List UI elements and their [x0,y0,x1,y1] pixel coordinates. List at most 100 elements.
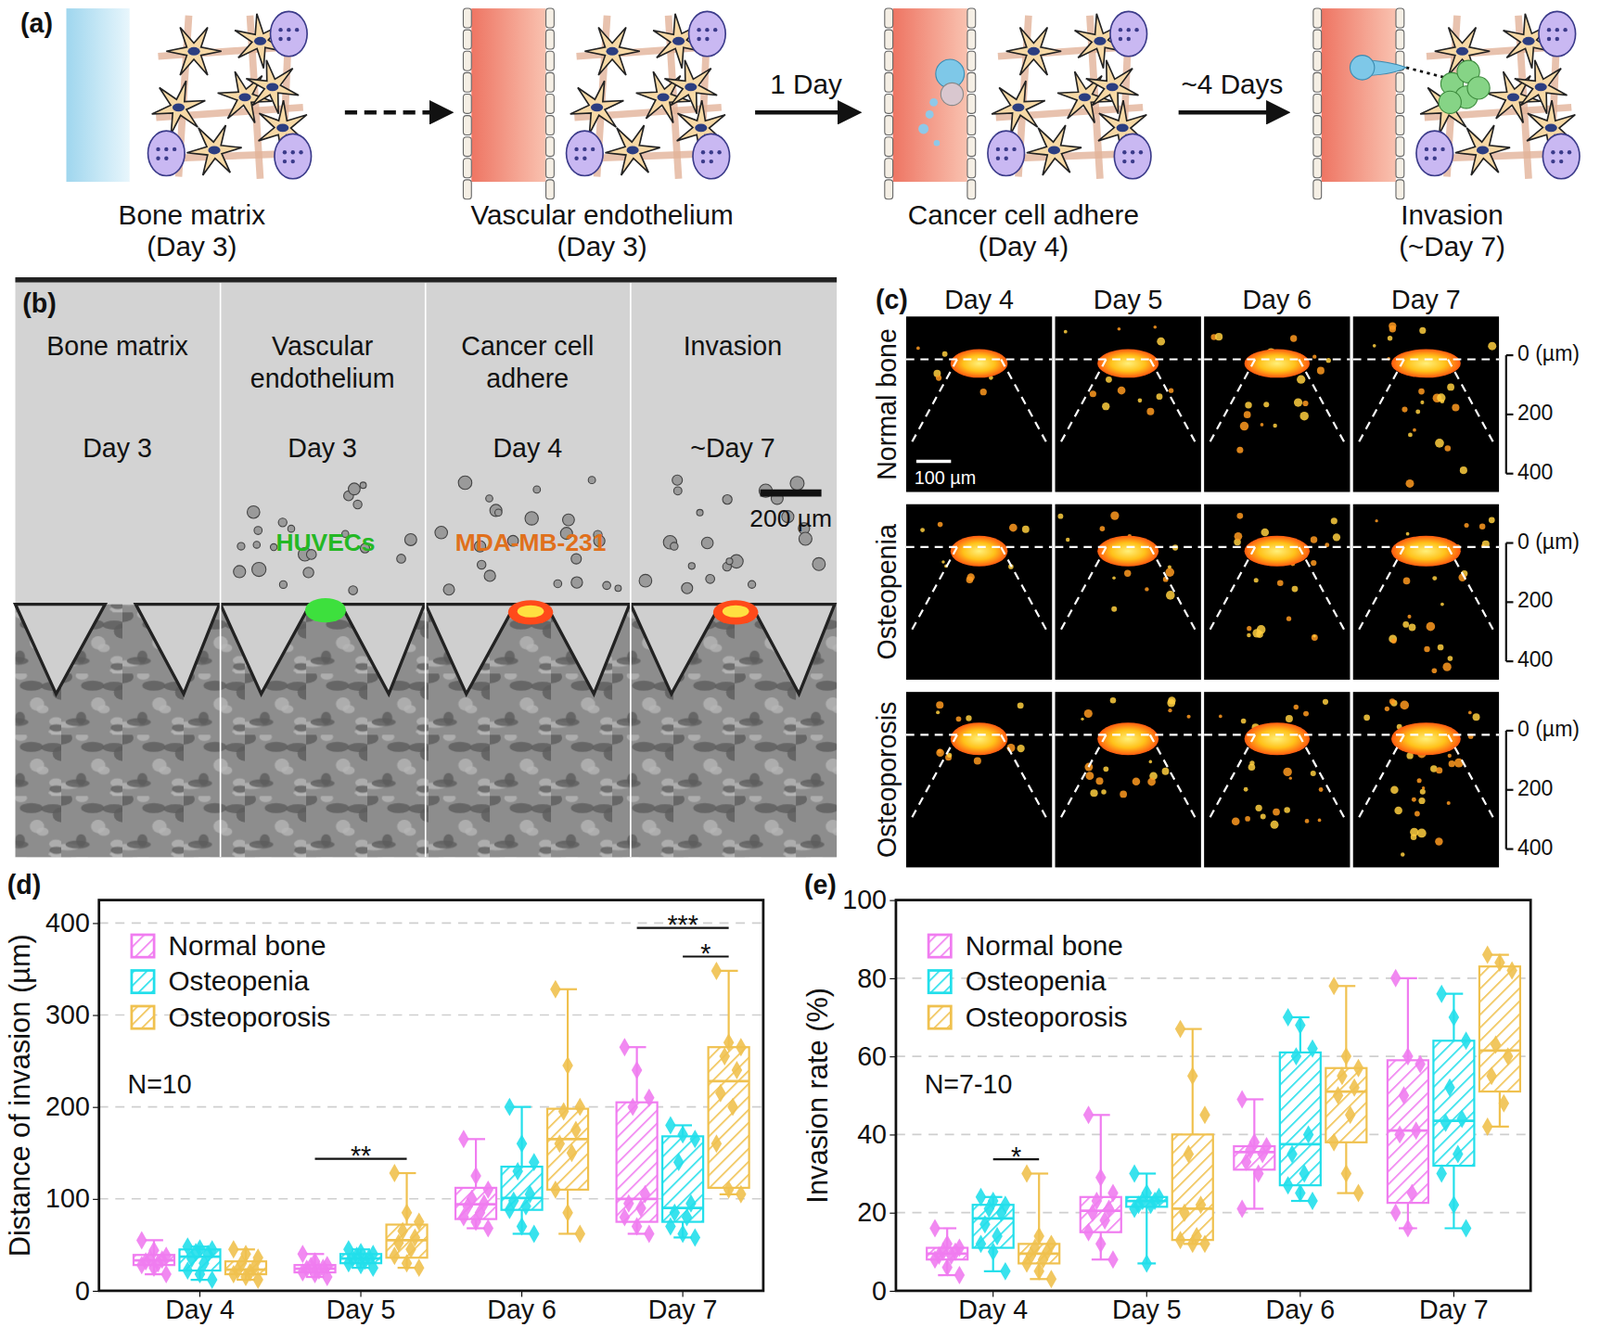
cell-signal [920,527,925,533]
pillar-edge [1150,547,1199,636]
pillar-edge [1447,547,1497,636]
cell-cluster [1244,722,1310,756]
grid-line [99,1106,764,1109]
x-axis: Day 4Day 5Day 6Day 7 [119,1291,764,1325]
cell-signal [1318,819,1322,823]
data-point [1183,1144,1195,1164]
huvec-signal [305,598,346,623]
suspended-cell [348,483,361,496]
granule [172,147,177,152]
data-point [458,1129,470,1149]
y-tick: 0 [871,1276,896,1306]
nucleus [684,82,697,91]
whisker-cap [719,970,739,973]
channel-boundary [906,358,1052,360]
data-point [723,1180,735,1200]
data-point [954,1266,966,1285]
x-axis: Day 4Day 5Day 6Day 7 [916,1291,1531,1325]
osteoclast [692,133,730,179]
y-tick: 40 [857,1119,896,1150]
legend-swatch [131,970,154,993]
cell-signal [1167,708,1172,713]
scale-bar [916,460,951,463]
data-point [627,1098,639,1117]
data-point [1328,976,1340,996]
osteoclast [1110,11,1148,56]
granule [1550,150,1555,154]
pillar-edge [1150,734,1199,823]
suspended-cell [726,558,733,565]
whisker-cap [1091,1258,1111,1261]
median [547,1138,589,1141]
suspended-cell [696,509,704,516]
data-point [1328,1133,1340,1152]
row-header: Osteopenia [871,524,902,660]
pillar-edge [1058,547,1107,636]
granule [1126,27,1131,32]
y-tick-label: 100 [45,1183,90,1214]
cell-signal [1363,714,1370,721]
y-axis: 020406080100 [842,884,896,1306]
y-tick: 100 [45,1183,100,1214]
cell-signal [1403,577,1411,586]
whisker [566,989,569,1110]
endothelial-cell [967,29,976,50]
box [1479,966,1521,1092]
micropillar [425,604,516,695]
step-title: Cancer cell adhere [908,199,1140,231]
scale-bar-label: 100 µm [914,467,976,488]
cell-signal [1112,576,1116,580]
endothelial-cell [462,51,472,71]
significance-label: *** [666,909,698,940]
granule [574,147,578,152]
cell-signal [1243,787,1249,793]
nucleus [254,37,267,46]
whisker-cap [1244,1098,1264,1101]
y-tick: 80 [857,963,896,994]
step-day: (Day 4) [978,230,1069,262]
granule [1130,150,1135,154]
data-point [160,1265,172,1284]
data-point [1482,1117,1494,1137]
cell-signal [1283,806,1291,814]
data-point [1407,1184,1419,1204]
data-point [1332,1086,1344,1105]
data-point [991,1227,1003,1246]
data-point [984,1199,996,1218]
granule [286,27,291,32]
channel-boundary [1353,358,1499,360]
nucleus [187,47,200,56]
data-point [727,1098,739,1117]
box [1280,1052,1321,1186]
suspended-cell [443,584,455,596]
panel-letter: (c) [875,284,909,315]
suspended-cell [790,476,805,491]
suspended-cell [253,541,260,549]
data-point [1178,1203,1191,1223]
cell-signal [935,748,944,756]
whisker-cap [512,1106,532,1109]
cell-signal [1374,519,1378,523]
cell-signal [1436,393,1446,402]
endothelial-cell [884,179,894,200]
granule [1122,159,1127,164]
endothelial-cell [884,93,894,114]
cell-signal [1384,706,1390,712]
box [662,1136,704,1222]
granule [286,37,291,41]
data-point [355,1255,367,1275]
box [616,1102,658,1223]
box [1433,1040,1474,1166]
cell-signal [937,749,943,755]
endothelial-cell [462,8,472,28]
channel-boundary [1055,358,1202,360]
suspended-cell [254,526,263,536]
cell-signal [1263,401,1269,408]
data-point [1448,1195,1460,1215]
cell-signal [1100,525,1106,532]
granule [1130,159,1135,164]
cell-signal [1080,717,1084,721]
suspended-cell [353,499,362,509]
whisker-cap [1445,993,1464,996]
endothelial-cell [1395,93,1405,114]
